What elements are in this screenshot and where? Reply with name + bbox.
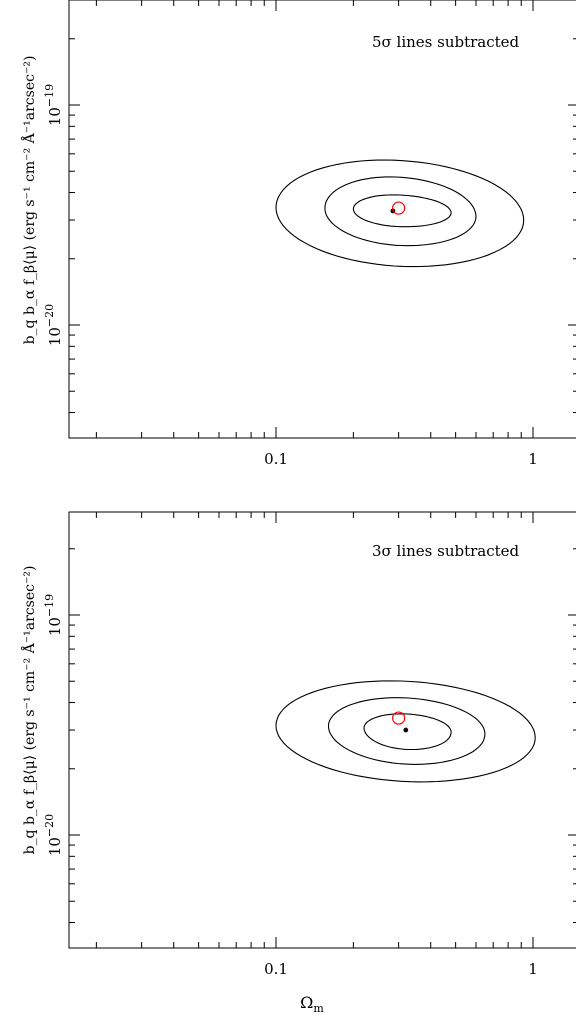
- contour-middle: [327, 697, 486, 765]
- y-ticks: [69, 548, 576, 924]
- y-tick-label-1: 10−20: [43, 304, 64, 346]
- annotation: 5σ lines subtracted: [372, 33, 520, 51]
- contour-inner: [363, 713, 452, 751]
- x-tick-label-1: 1: [528, 450, 538, 468]
- reference-marker: [392, 201, 406, 215]
- x-ticks: [95, 0, 534, 438]
- panel-top: 5σ lines subtracted 0.1 1 10−19 10−20 b_…: [20, 0, 576, 468]
- x-ticks: [95, 512, 534, 948]
- svg-text:b_q b_α f_β⟨μ⟩ (erg s⁻¹ cm⁻² Å: b_q b_α f_β⟨μ⟩ (erg s⁻¹ cm⁻² Å⁻¹arcsec⁻²…: [20, 56, 38, 345]
- points: [390, 201, 406, 215]
- plot-frame: [68, 0, 576, 439]
- annotation: 3σ lines subtracted: [372, 542, 520, 560]
- x-tick-label-0: 0.1: [264, 450, 288, 468]
- y-axis-label: b_q b_α f_β⟨μ⟩ (erg s⁻¹ cm⁻² Å⁻¹arcsec⁻²…: [20, 56, 38, 345]
- best-fit-point: [403, 727, 409, 733]
- x-tick-label-1: 1: [528, 960, 538, 978]
- contours: [275, 680, 536, 783]
- contour-outer: [275, 680, 536, 783]
- x-axis-label: Ωm: [300, 993, 324, 1015]
- y-tick-label-0: 10−19: [43, 594, 64, 636]
- x-tick-label-0: 0.1: [264, 960, 288, 978]
- contour-outer: [275, 159, 525, 268]
- panel-bottom: 3σ lines subtracted 0.1 1 10−19 10−20 b_…: [20, 511, 576, 1015]
- y-ticks: [69, 38, 576, 414]
- y-axis-label: b_q b_α f_β⟨μ⟩ (erg s⁻¹ cm⁻² Å⁻¹arcsec⁻²…: [20, 566, 38, 855]
- y-tick-label-0: 10−19: [43, 84, 64, 126]
- svg-text:10−19: 10−19: [43, 84, 64, 126]
- svg-text:b_q b_α f_β⟨μ⟩ (erg s⁻¹ cm⁻² Å: b_q b_α f_β⟨μ⟩ (erg s⁻¹ cm⁻² Å⁻¹arcsec⁻²…: [20, 566, 38, 855]
- svg-text:10−20: 10−20: [43, 304, 64, 346]
- contour-inner: [352, 194, 452, 228]
- plot-frame: [68, 511, 576, 949]
- contours: [275, 159, 525, 268]
- contour-middle: [324, 176, 477, 247]
- svg-text:10−19: 10−19: [43, 594, 64, 636]
- svg-text:10−20: 10−20: [43, 814, 64, 856]
- points: [392, 711, 409, 733]
- reference-marker: [392, 711, 406, 725]
- y-tick-label-1: 10−20: [43, 814, 64, 856]
